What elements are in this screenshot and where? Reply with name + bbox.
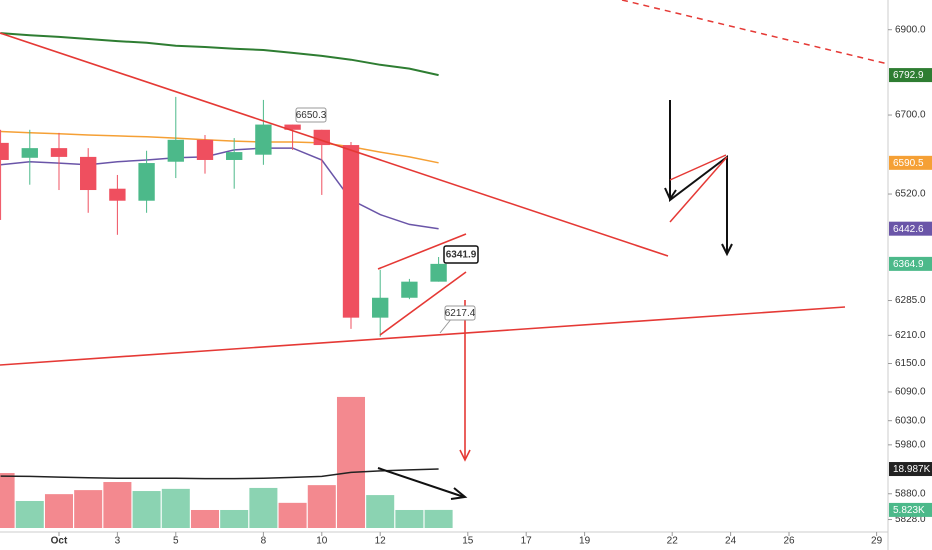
y-tick-label: 6285.0	[895, 295, 926, 306]
candle-body	[284, 124, 301, 130]
price-badge	[889, 68, 932, 83]
price-badge	[889, 155, 932, 170]
candle-body	[226, 152, 243, 160]
callout-box	[443, 245, 479, 264]
plot-layer	[0, 32, 453, 528]
candle-body	[0, 142, 9, 160]
x-tick-label: 3	[115, 536, 121, 547]
price-badge	[889, 462, 932, 477]
wedge-lower	[379, 271, 467, 336]
x-tick-label: 5	[173, 536, 179, 547]
callout-box	[444, 305, 476, 321]
x-tick-label: 26	[783, 536, 795, 547]
y-tick-label: 5880.0	[895, 488, 926, 499]
y-tick-label: 6150.0	[895, 358, 926, 369]
callout-text: 6341.9	[446, 250, 477, 261]
y-tick-label: 6900.0	[895, 24, 926, 35]
x-tick-label: 12	[375, 536, 387, 547]
volume-bar	[190, 509, 220, 528]
price-badge	[889, 256, 932, 271]
price-badge-label: 6364.9	[893, 259, 924, 270]
callout-text: 6217.4	[445, 308, 476, 319]
x-tick-label: 17	[521, 536, 533, 547]
projection-red-2	[669, 156, 728, 223]
price-badge	[889, 502, 932, 517]
black-arrow-head	[450, 487, 468, 500]
candle-body	[342, 145, 360, 318]
volume-bar	[161, 488, 190, 528]
volume-bar	[103, 482, 132, 528]
line	[0, 468, 439, 480]
volume-bar	[424, 509, 453, 528]
volume-bar	[220, 509, 249, 528]
projection-head-2	[721, 243, 733, 257]
support-line	[0, 306, 846, 366]
volume-bar	[336, 396, 366, 528]
y-tick-label: 6700.0	[895, 110, 926, 121]
line	[0, 32, 439, 77]
projection-red-1	[669, 154, 727, 181]
y-tick-label: 6090.0	[895, 387, 926, 398]
volume-bar	[307, 485, 336, 528]
callout-text: 6650.3	[296, 110, 327, 121]
candle-body	[21, 148, 38, 158]
line	[0, 147, 439, 230]
callout-box	[295, 107, 327, 123]
wedge-upper	[377, 233, 467, 270]
candle-body	[255, 124, 272, 155]
x-tick-label: 10	[316, 536, 328, 547]
price-badge-label: 5.823K	[893, 505, 925, 516]
price-badge-label: 6590.5	[893, 158, 924, 169]
price-badge-label: 6442.6	[893, 224, 924, 235]
volume-bar	[249, 487, 278, 528]
down-trend-line	[0, 32, 669, 257]
x-tick-label: 19	[579, 536, 591, 547]
volume-bar	[0, 473, 15, 528]
candle-body	[138, 163, 155, 201]
candle-body	[430, 263, 447, 282]
y-tick-label: 6030.0	[895, 415, 926, 426]
x-tick-label: Oct	[51, 536, 68, 547]
price-badge	[889, 221, 932, 236]
y-tick-label: 5980.0	[895, 439, 926, 450]
candle-body	[401, 281, 418, 298]
candle-body	[372, 297, 389, 318]
volume-bar	[15, 500, 44, 528]
dashed-trend-line	[621, 0, 889, 65]
volume-bar	[395, 509, 424, 528]
candle-body	[167, 139, 184, 162]
y-tick-label: 5828.0	[895, 514, 926, 525]
price-badge-label: 18.987K	[893, 464, 931, 475]
candle-body	[196, 139, 214, 160]
volume-bar	[366, 495, 395, 528]
y-tick-label: 6210.0	[895, 330, 926, 341]
x-tick-label: 29	[871, 536, 883, 547]
candle-body	[109, 188, 126, 201]
red-arrow-head	[459, 449, 471, 462]
candle-body	[50, 148, 68, 157]
projection-head-1	[664, 187, 677, 202]
drawings	[0, 0, 889, 500]
candle-body	[80, 156, 97, 191]
black-arrow	[377, 467, 465, 498]
x-tick-label: 15	[462, 536, 474, 547]
volume-bar	[278, 502, 307, 528]
volume-bar	[44, 494, 74, 528]
volume-bar	[74, 490, 103, 528]
x-tick-label: 8	[261, 536, 267, 547]
y-tick-label: 6520.0	[895, 189, 926, 200]
projection-path	[669, 100, 728, 253]
x-tick-label: 22	[667, 536, 679, 547]
annotation-callouts: 6650.3 6341.9 6217.4	[295, 107, 479, 321]
x-tick-label: 24	[725, 536, 737, 547]
line	[0, 130, 439, 164]
volume-bar	[132, 491, 161, 528]
price-badge-label: 6792.9	[893, 70, 924, 81]
